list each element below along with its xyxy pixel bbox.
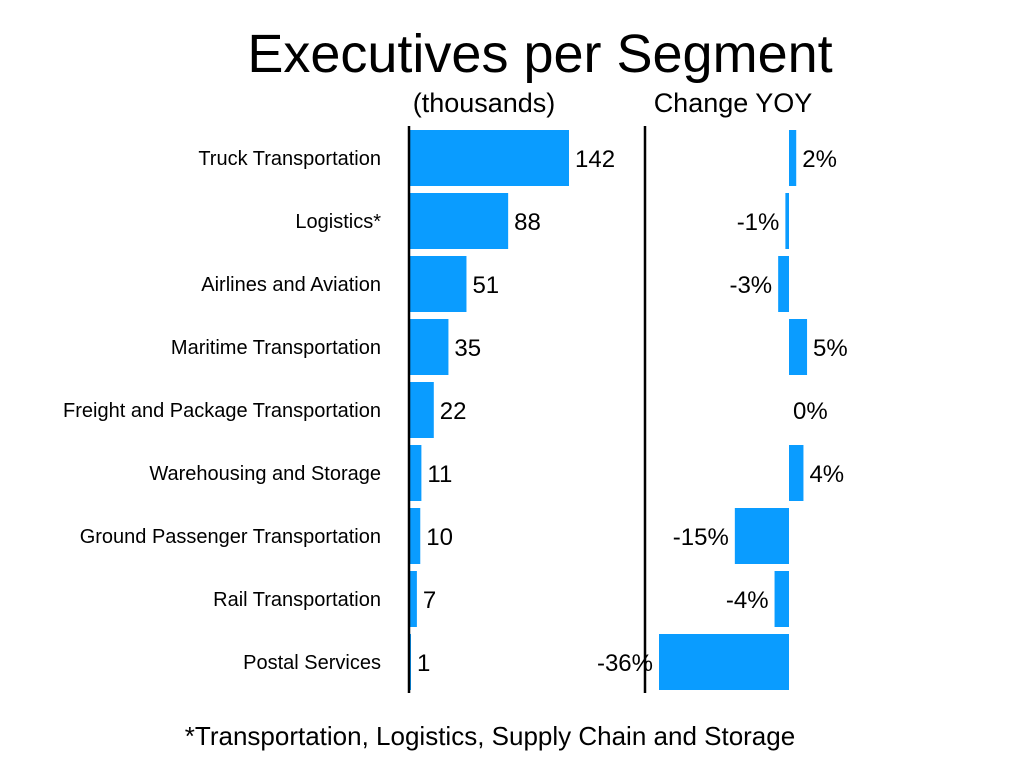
yoy-change-value-label: -3%	[729, 272, 772, 299]
yoy-change-value-label: -1%	[737, 209, 780, 236]
footnote: *Transportation, Logistics, Supply Chain…	[185, 721, 795, 751]
executives-bar	[409, 382, 434, 438]
yoy-change-bar	[785, 193, 789, 249]
executives-bars	[409, 130, 569, 690]
yoy-change-value-label: -15%	[673, 524, 729, 551]
yoy-change-bar	[789, 130, 797, 186]
yoy-change-value-label: -36%	[597, 650, 653, 677]
category-label: Postal Services	[243, 652, 381, 674]
executives-bar	[409, 445, 422, 501]
category-labels: Truck Transportation Logistics* Airlines a…	[63, 148, 381, 674]
executives-bar	[409, 130, 569, 186]
executives-bar	[409, 256, 467, 312]
category-label: Maritime Transportation	[171, 337, 381, 359]
category-label: Rail Transportation	[213, 589, 381, 611]
yoy-change-bar	[734, 508, 789, 564]
executives-value-label: 51	[472, 272, 499, 299]
yoy-change-bars	[659, 130, 808, 690]
executives-value-label: 142	[575, 146, 615, 173]
executives-value-label: 11	[427, 461, 452, 488]
yoy-change-value-label: 2%	[802, 146, 837, 173]
yoy-change-bar	[778, 256, 789, 312]
executives-bar	[409, 508, 421, 564]
executives-value-label: 7	[423, 587, 436, 614]
executives-value-label: 22	[440, 398, 467, 425]
yoy-change-bar	[659, 634, 789, 690]
executives-value-label: 35	[454, 335, 481, 362]
left-panel-subtitle: (thousands)	[413, 88, 556, 118]
right-panel-subtitle: Change YOY	[654, 88, 813, 118]
yoy-change-value-label: 4%	[809, 461, 844, 488]
yoy-change-value-label: 5%	[813, 335, 848, 362]
yoy-change-bar	[789, 445, 804, 501]
yoy-change-bar	[789, 319, 808, 375]
executives-value-label: 10	[426, 524, 453, 551]
chart-title: Executives per Segment	[247, 24, 832, 84]
yoy-change-value-label: -4%	[726, 587, 769, 614]
category-label: Airlines and Aviation	[201, 274, 381, 296]
category-label: Warehousing and Storage	[149, 463, 381, 485]
executives-value-label: 1	[417, 650, 430, 677]
executives-bar	[409, 319, 449, 375]
executives-bar	[409, 571, 417, 627]
category-label: Ground Passenger Transportation	[80, 526, 381, 548]
category-label: Freight and Package Transportation	[63, 400, 381, 422]
executives-value-labels: 142 88 51 35 22 11 10 7 1	[417, 146, 615, 677]
yoy-change-value-label: 0%	[793, 398, 828, 425]
yoy-change-value-labels: 2% -1% -3% 5% 0% 4% -15% -4% -36%	[597, 146, 848, 677]
category-label: Truck Transportation	[198, 148, 381, 170]
executives-value-label: 88	[514, 209, 541, 236]
executives-bar	[409, 193, 509, 249]
category-label: Logistics*	[295, 211, 381, 233]
yoy-change-bar	[774, 571, 789, 627]
